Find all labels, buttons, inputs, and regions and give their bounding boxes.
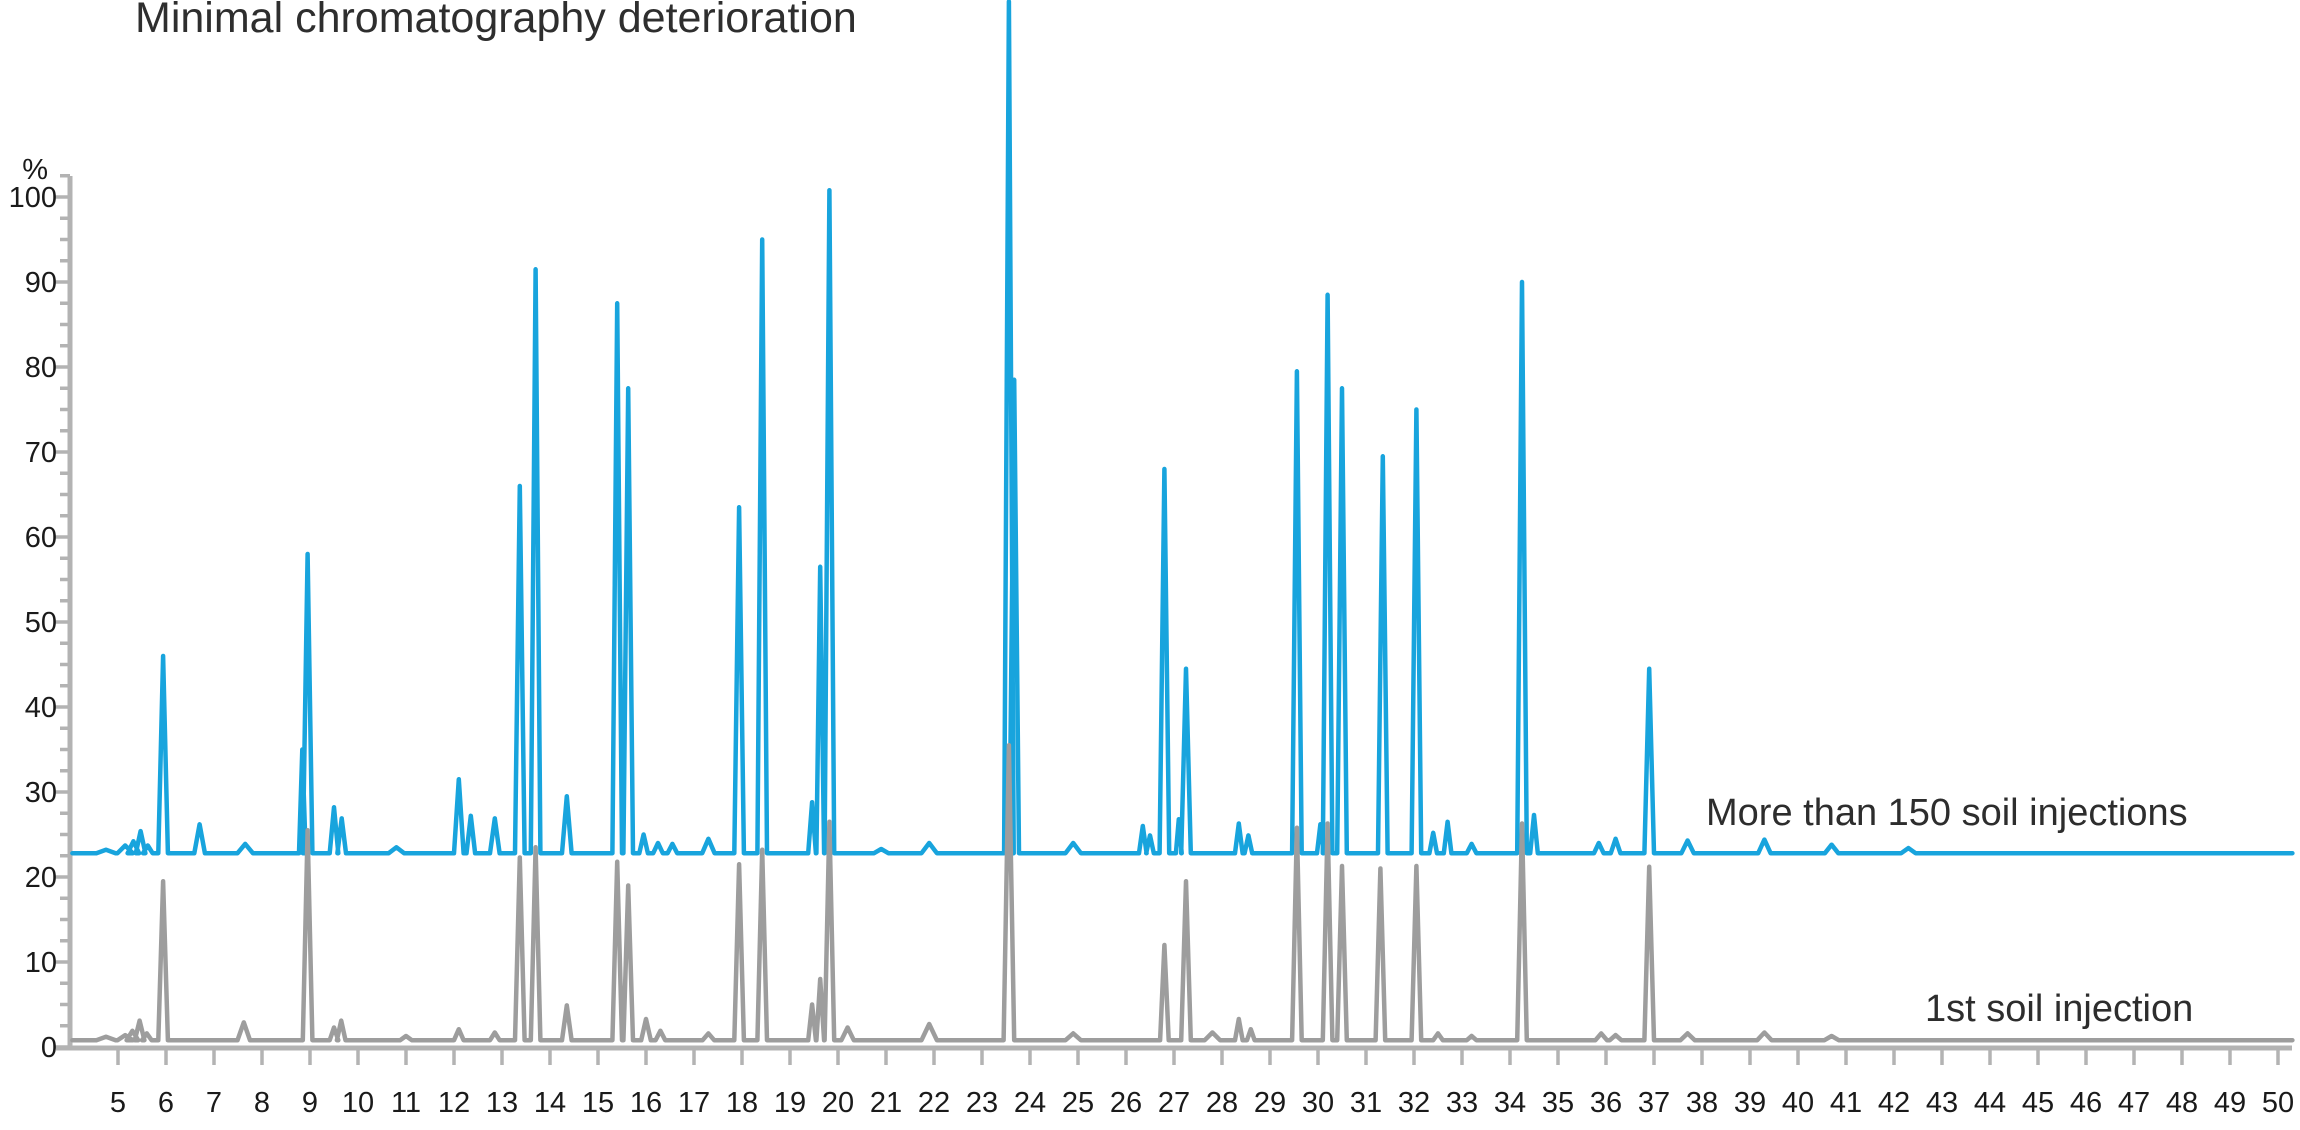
x-tick-label: 28 [1206,1087,1238,1119]
y-tick-label: 0 [41,1032,57,1064]
y-tick-label: 50 [25,607,57,639]
y-tick-label: 80 [25,352,57,384]
x-tick-label: 26 [1110,1087,1142,1119]
x-tick-label: 8 [254,1087,270,1119]
x-tick-label: 21 [870,1087,902,1119]
x-tick-label: 49 [2214,1087,2246,1119]
x-tick-label: 22 [918,1087,950,1119]
y-tick-label: 60 [25,522,57,554]
y-tick-label: 30 [25,777,57,809]
x-tick-label: 7 [206,1087,222,1119]
x-tick-label: 12 [438,1087,470,1119]
x-tick-label: 38 [1686,1087,1718,1119]
x-axis-ticks [116,1050,2280,1065]
trace-1st-injection [70,743,2295,1043]
x-tick-label: 24 [1014,1087,1046,1119]
y-axis-labels: 0 10 20 30 40 50 60 70 80 90 100% [9,154,57,1064]
axes [56,176,2292,1051]
legend-1st-soil-injection: 1st soil injection [1925,988,2194,1030]
x-tick-label: 14 [534,1087,566,1119]
x-tick-label: 9 [302,1087,318,1119]
x-tick-label: 31 [1350,1087,1382,1119]
x-tick-label: 35 [1542,1087,1574,1119]
x-tick-label: 27 [1158,1087,1190,1119]
x-tick-label: 18 [726,1087,758,1119]
x-tick-label: 30 [1302,1087,1334,1119]
x-axis-labels: 5 6 7 8 9 10 11 12 13 14 15 16 17 18 19 20 21 22 23 24 25 26 2… [110,1087,2294,1119]
x-tick-label: 39 [1734,1087,1766,1119]
x-tick-label: 20 [822,1087,854,1119]
x-tick-label: 40 [1782,1087,1814,1119]
y-tick-label: 70 [25,437,57,469]
y-axis-unit-label: % [22,154,48,186]
x-tick-label: 44 [1974,1087,2006,1119]
x-tick-label: 37 [1638,1087,1670,1119]
x-tick-label: 23 [966,1087,998,1119]
x-tick-label: 32 [1398,1087,1430,1119]
x-tick-label: 25 [1062,1087,1094,1119]
x-tick-label: 43 [1926,1087,1958,1119]
x-tick-label: 46 [2070,1087,2102,1119]
y-tick-label: 100 [9,182,57,214]
chart-title: Minimal chromatography deterioration [135,0,857,42]
x-tick-label: 34 [1494,1087,1526,1119]
x-tick-label: 17 [678,1087,710,1119]
x-tick-label: 15 [582,1087,614,1119]
x-tick-label: 45 [2022,1087,2054,1119]
x-tick-label: 10 [342,1087,374,1119]
x-tick-label: 5 [110,1087,126,1119]
y-tick-label: 10 [25,947,57,979]
x-tick-label: 11 [391,1087,421,1119]
x-tick-label: 13 [486,1087,518,1119]
trace-150-injections [70,0,2295,856]
x-tick-label: 6 [158,1087,174,1119]
legend-more-than-150-injections: More than 150 soil injections [1706,792,2188,834]
x-tick-label: 29 [1254,1087,1286,1119]
y-axis-ticks [55,174,70,1049]
x-tick-label: 47 [2118,1087,2150,1119]
x-tick-label: 33 [1446,1087,1478,1119]
x-tick-label: 50 [2262,1087,2294,1119]
x-tick-label: 36 [1590,1087,1622,1119]
x-tick-label: 42 [1878,1087,1910,1119]
y-tick-label: 20 [25,862,57,894]
x-tick-label: 16 [630,1087,662,1119]
y-tick-label: 90 [25,267,57,299]
x-tick-label: 19 [774,1087,806,1119]
x-tick-label: 41 [1830,1087,1862,1119]
x-tick-label: 48 [2166,1087,2198,1119]
y-tick-label: 40 [25,692,57,724]
